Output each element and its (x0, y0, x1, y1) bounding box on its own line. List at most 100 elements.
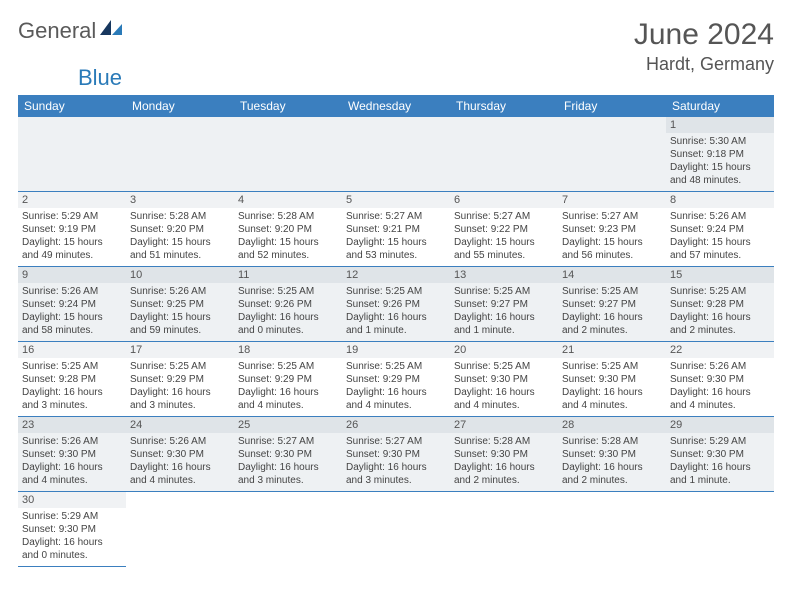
sunset-text: Sunset: 9:23 PM (562, 223, 662, 236)
day-details: Sunrise: 5:26 AMSunset: 9:30 PMDaylight:… (126, 433, 234, 491)
day-number: 9 (18, 267, 126, 283)
logo: General (18, 18, 124, 44)
sunrise-text: Sunrise: 5:25 AM (346, 360, 446, 373)
sunrise-text: Sunrise: 5:26 AM (22, 285, 122, 298)
calendar-day-cell: 12Sunrise: 5:25 AMSunset: 9:26 PMDayligh… (342, 267, 450, 342)
month-title: June 2024 (634, 18, 774, 52)
day-details: Sunrise: 5:26 AMSunset: 9:24 PMDaylight:… (18, 283, 126, 341)
sail-icon (100, 20, 122, 39)
sunset-text: Sunset: 9:30 PM (562, 448, 662, 461)
calendar-empty-cell (234, 492, 342, 567)
sunrise-text: Sunrise: 5:25 AM (562, 360, 662, 373)
calendar-day-cell: 2Sunrise: 5:29 AMSunset: 9:19 PMDaylight… (18, 192, 126, 267)
weekday-header: Thursday (450, 95, 558, 117)
day-details: Sunrise: 5:29 AMSunset: 9:30 PMDaylight:… (666, 433, 774, 491)
calendar-day-cell: 27Sunrise: 5:28 AMSunset: 9:30 PMDayligh… (450, 417, 558, 492)
daylight-text: Daylight: 16 hours and 2 minutes. (562, 461, 662, 487)
daylight-text: Daylight: 16 hours and 0 minutes. (238, 311, 338, 337)
sunrise-text: Sunrise: 5:25 AM (454, 360, 554, 373)
calendar-day-cell: 25Sunrise: 5:27 AMSunset: 9:30 PMDayligh… (234, 417, 342, 492)
daylight-text: Daylight: 16 hours and 4 minutes. (130, 461, 230, 487)
calendar-day-cell: 1Sunrise: 5:30 AMSunset: 9:18 PMDaylight… (666, 117, 774, 192)
daylight-text: Daylight: 16 hours and 3 minutes. (346, 461, 446, 487)
daylight-text: Daylight: 16 hours and 4 minutes. (562, 386, 662, 412)
day-number: 24 (126, 417, 234, 433)
day-number: 19 (342, 342, 450, 358)
daylight-text: Daylight: 16 hours and 4 minutes. (670, 386, 770, 412)
sunset-text: Sunset: 9:25 PM (130, 298, 230, 311)
calendar-day-cell: 30Sunrise: 5:29 AMSunset: 9:30 PMDayligh… (18, 492, 126, 567)
day-number: 20 (450, 342, 558, 358)
daylight-text: Daylight: 16 hours and 3 minutes. (22, 386, 122, 412)
sunset-text: Sunset: 9:30 PM (238, 448, 338, 461)
sunrise-text: Sunrise: 5:25 AM (562, 285, 662, 298)
daylight-text: Daylight: 16 hours and 1 minute. (454, 311, 554, 337)
day-number: 22 (666, 342, 774, 358)
calendar-day-cell: 17Sunrise: 5:25 AMSunset: 9:29 PMDayligh… (126, 342, 234, 417)
calendar-empty-cell (18, 117, 126, 192)
calendar-day-cell: 13Sunrise: 5:25 AMSunset: 9:27 PMDayligh… (450, 267, 558, 342)
weekday-header: Tuesday (234, 95, 342, 117)
sunrise-text: Sunrise: 5:28 AM (562, 435, 662, 448)
day-details: Sunrise: 5:25 AMSunset: 9:30 PMDaylight:… (450, 358, 558, 416)
sunrise-text: Sunrise: 5:26 AM (670, 360, 770, 373)
calendar-week-row: 2Sunrise: 5:29 AMSunset: 9:19 PMDaylight… (18, 192, 774, 267)
day-details: Sunrise: 5:25 AMSunset: 9:29 PMDaylight:… (234, 358, 342, 416)
sunrise-text: Sunrise: 5:25 AM (346, 285, 446, 298)
day-details: Sunrise: 5:30 AMSunset: 9:18 PMDaylight:… (666, 133, 774, 191)
weekday-header: Saturday (666, 95, 774, 117)
day-number: 13 (450, 267, 558, 283)
daylight-text: Daylight: 15 hours and 57 minutes. (670, 236, 770, 262)
daylight-text: Daylight: 15 hours and 49 minutes. (22, 236, 122, 262)
sunrise-text: Sunrise: 5:26 AM (130, 285, 230, 298)
sunset-text: Sunset: 9:21 PM (346, 223, 446, 236)
daylight-text: Daylight: 16 hours and 4 minutes. (346, 386, 446, 412)
calendar-day-cell: 26Sunrise: 5:27 AMSunset: 9:30 PMDayligh… (342, 417, 450, 492)
calendar-week-row: 9Sunrise: 5:26 AMSunset: 9:24 PMDaylight… (18, 267, 774, 342)
daylight-text: Daylight: 15 hours and 51 minutes. (130, 236, 230, 262)
day-details: Sunrise: 5:27 AMSunset: 9:30 PMDaylight:… (234, 433, 342, 491)
day-details: Sunrise: 5:25 AMSunset: 9:29 PMDaylight:… (126, 358, 234, 416)
sunrise-text: Sunrise: 5:29 AM (22, 510, 122, 523)
day-number: 14 (558, 267, 666, 283)
calendar-day-cell: 8Sunrise: 5:26 AMSunset: 9:24 PMDaylight… (666, 192, 774, 267)
day-number: 2 (18, 192, 126, 208)
day-number: 15 (666, 267, 774, 283)
day-number: 21 (558, 342, 666, 358)
calendar-day-cell: 15Sunrise: 5:25 AMSunset: 9:28 PMDayligh… (666, 267, 774, 342)
calendar-table: SundayMondayTuesdayWednesdayThursdayFrid… (18, 95, 774, 567)
calendar-day-cell: 28Sunrise: 5:28 AMSunset: 9:30 PMDayligh… (558, 417, 666, 492)
day-number: 8 (666, 192, 774, 208)
weekday-header: Friday (558, 95, 666, 117)
calendar-day-cell: 10Sunrise: 5:26 AMSunset: 9:25 PMDayligh… (126, 267, 234, 342)
calendar-day-cell: 4Sunrise: 5:28 AMSunset: 9:20 PMDaylight… (234, 192, 342, 267)
calendar-week-row: 23Sunrise: 5:26 AMSunset: 9:30 PMDayligh… (18, 417, 774, 492)
sunset-text: Sunset: 9:29 PM (130, 373, 230, 386)
sunrise-text: Sunrise: 5:27 AM (238, 435, 338, 448)
calendar-empty-cell (342, 117, 450, 192)
sunrise-text: Sunrise: 5:26 AM (22, 435, 122, 448)
calendar-day-cell: 29Sunrise: 5:29 AMSunset: 9:30 PMDayligh… (666, 417, 774, 492)
sunset-text: Sunset: 9:20 PM (130, 223, 230, 236)
calendar-day-cell: 21Sunrise: 5:25 AMSunset: 9:30 PMDayligh… (558, 342, 666, 417)
day-details: Sunrise: 5:28 AMSunset: 9:20 PMDaylight:… (234, 208, 342, 266)
sunrise-text: Sunrise: 5:28 AM (454, 435, 554, 448)
daylight-text: Daylight: 15 hours and 53 minutes. (346, 236, 446, 262)
day-number: 17 (126, 342, 234, 358)
calendar-day-cell: 5Sunrise: 5:27 AMSunset: 9:21 PMDaylight… (342, 192, 450, 267)
sunset-text: Sunset: 9:27 PM (454, 298, 554, 311)
sunset-text: Sunset: 9:20 PM (238, 223, 338, 236)
daylight-text: Daylight: 16 hours and 1 minute. (346, 311, 446, 337)
day-details: Sunrise: 5:25 AMSunset: 9:30 PMDaylight:… (558, 358, 666, 416)
calendar-empty-cell (126, 492, 234, 567)
weekday-header: Wednesday (342, 95, 450, 117)
calendar-empty-cell (234, 117, 342, 192)
calendar-day-cell: 16Sunrise: 5:25 AMSunset: 9:28 PMDayligh… (18, 342, 126, 417)
calendar-day-cell: 9Sunrise: 5:26 AMSunset: 9:24 PMDaylight… (18, 267, 126, 342)
daylight-text: Daylight: 15 hours and 52 minutes. (238, 236, 338, 262)
day-details: Sunrise: 5:28 AMSunset: 9:30 PMDaylight:… (558, 433, 666, 491)
day-number: 12 (342, 267, 450, 283)
title-block: June 2024 Hardt, Germany (634, 18, 774, 75)
sunrise-text: Sunrise: 5:26 AM (670, 210, 770, 223)
sunrise-text: Sunrise: 5:25 AM (22, 360, 122, 373)
